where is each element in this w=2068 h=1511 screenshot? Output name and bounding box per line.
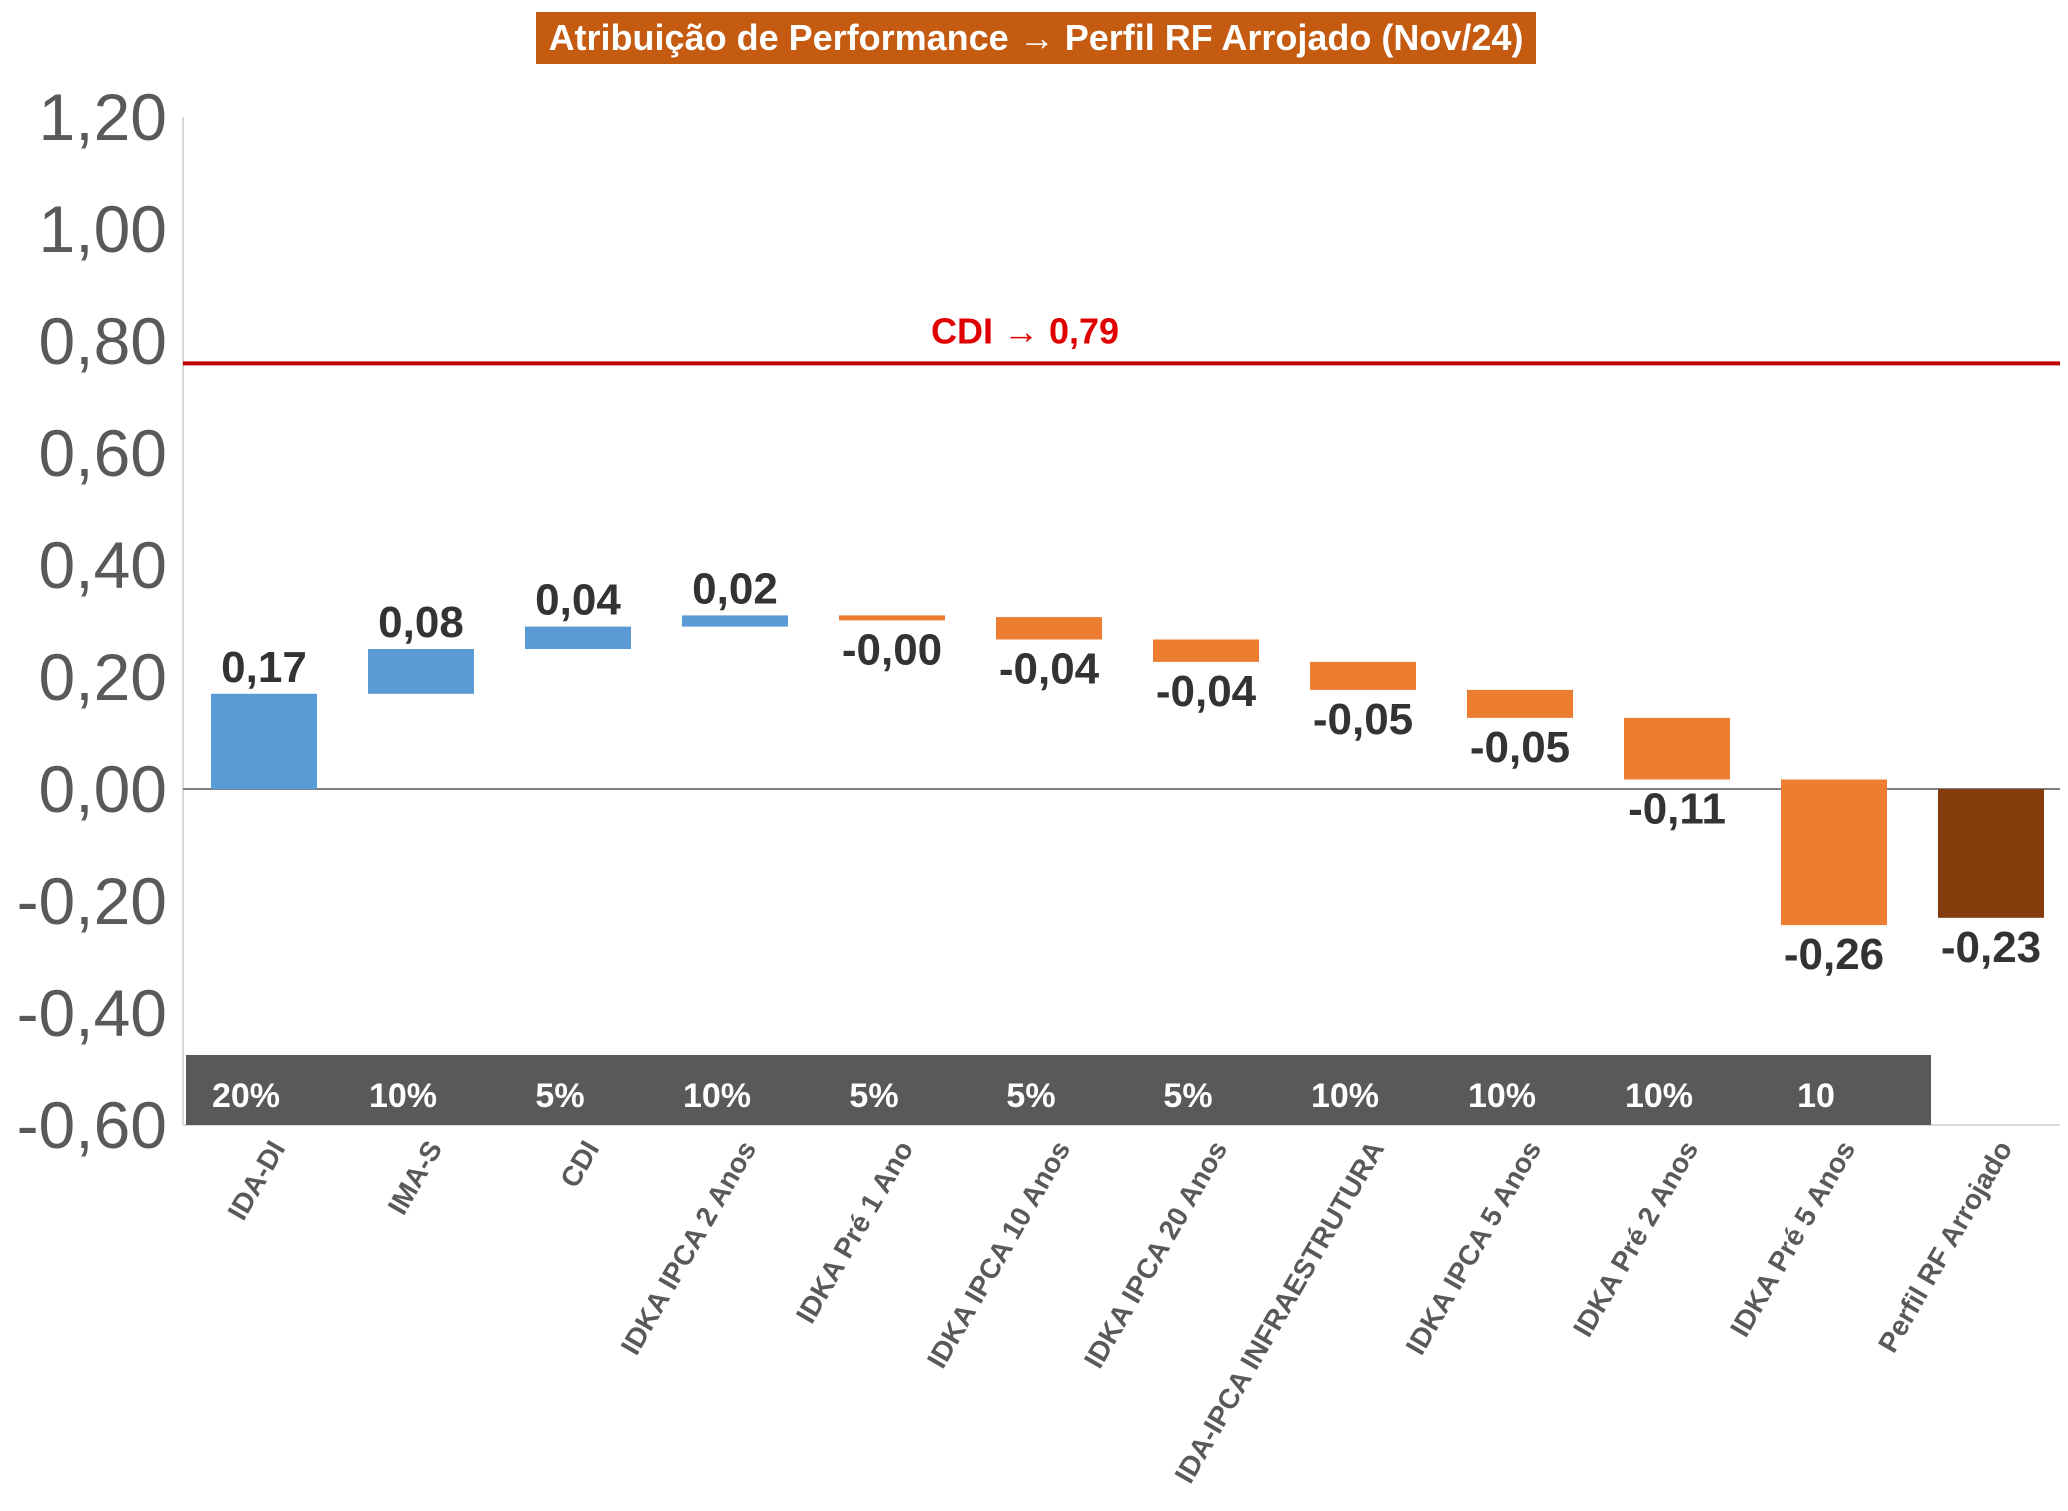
y-tick-label: 0,20 (39, 640, 167, 714)
data-label: -0,04 (1156, 667, 1257, 716)
bar (211, 693, 317, 789)
x-axis-categories: IDA-DI IMA-S CDI IDKA IPCA 2 Anos IDKA Pré 1… (222, 1136, 2019, 1489)
category-label: Perfil RF Arrojado (1872, 1136, 2018, 1358)
category-label: IMA-S (382, 1136, 449, 1220)
category-label: IDKA IPCA 20 Anos (1078, 1136, 1233, 1374)
category-label: IDKA Pré 2 Anos (1567, 1136, 1704, 1342)
bar (682, 615, 788, 627)
data-label: 0,08 (378, 598, 464, 647)
bars (211, 615, 2044, 926)
data-label: 0,17 (221, 643, 307, 692)
y-tick-label: 0,40 (39, 528, 167, 602)
weight-label: 10% (683, 1077, 751, 1115)
category-label: IDKA IPCA 2 Anos (615, 1136, 762, 1360)
weight-label: 10 (1797, 1077, 1835, 1115)
category-label: IDA-DI (222, 1136, 292, 1226)
data-label: -0,05 (1313, 695, 1413, 744)
data-label: -0,00 (842, 625, 942, 674)
cdi-reference-label: CDI → 0,79 (931, 310, 1119, 351)
data-label: -0,04 (999, 644, 1100, 693)
y-tick-label: 0,80 (39, 304, 167, 378)
weight-label: 10% (1311, 1077, 1379, 1115)
y-tick-label: -0,40 (17, 976, 167, 1050)
category-label: IDKA Pré 5 Anos (1724, 1136, 1861, 1342)
weight-label: 5% (535, 1077, 584, 1115)
chart-title: Atribuição de Performance → Perfil RF Ar… (536, 12, 1536, 64)
data-label: -0,26 (1784, 930, 1884, 979)
category-label: IDKA Pré 1 Ano (790, 1136, 919, 1329)
weight-label: 10% (1625, 1077, 1693, 1115)
weights-band-bg (186, 1055, 1931, 1125)
y-tick-label: -0,60 (17, 1088, 167, 1162)
data-label: 0,02 (692, 564, 778, 613)
data-labels: 0,17 0,08 0,04 0,02 -0,00 -0,04 -0,04 -0,05 -0,0… (221, 564, 2041, 979)
data-label: 0,04 (535, 576, 621, 625)
bar (996, 617, 1102, 640)
bar (1624, 717, 1730, 780)
weight-label: 5% (1006, 1077, 1055, 1115)
bar (368, 649, 474, 694)
data-label: -0,23 (1941, 923, 2041, 972)
weights-band: 20% 10% 5% 10% 5% 5% 5% 10% 10% 10% 10 (186, 1055, 1931, 1125)
weight-label: 10% (369, 1077, 437, 1115)
y-tick-label: 0,00 (39, 752, 167, 826)
bar (1938, 789, 2044, 918)
y-tick-label: 0,60 (39, 416, 167, 490)
data-label: -0,05 (1470, 723, 1570, 772)
bar (1467, 689, 1573, 718)
category-label: IDKA IPCA 5 Anos (1400, 1136, 1547, 1360)
bar (1153, 639, 1259, 662)
cdi-reference: CDI → 0,79 (183, 310, 2060, 366)
category-label: CDI (554, 1136, 605, 1193)
bar (1781, 779, 1887, 926)
bar (1310, 661, 1416, 690)
y-tick-label: 1,20 (39, 80, 167, 154)
weight-label: 5% (849, 1077, 898, 1115)
weight-label: 10% (1468, 1077, 1536, 1115)
y-axis: 1,20 1,00 0,80 0,60 0,40 0,20 0,00 -0,20 -0,40 -0… (17, 80, 2060, 1162)
data-label: -0,11 (1628, 784, 1726, 833)
y-tick-label: -0,20 (17, 864, 167, 938)
category-label: IDKA IPCA 10 Anos (921, 1136, 1076, 1374)
bar (525, 626, 631, 649)
y-tick-label: 1,00 (39, 192, 167, 266)
weight-label: 20% (212, 1077, 280, 1115)
bar (839, 615, 945, 621)
weight-label: 5% (1163, 1077, 1212, 1115)
